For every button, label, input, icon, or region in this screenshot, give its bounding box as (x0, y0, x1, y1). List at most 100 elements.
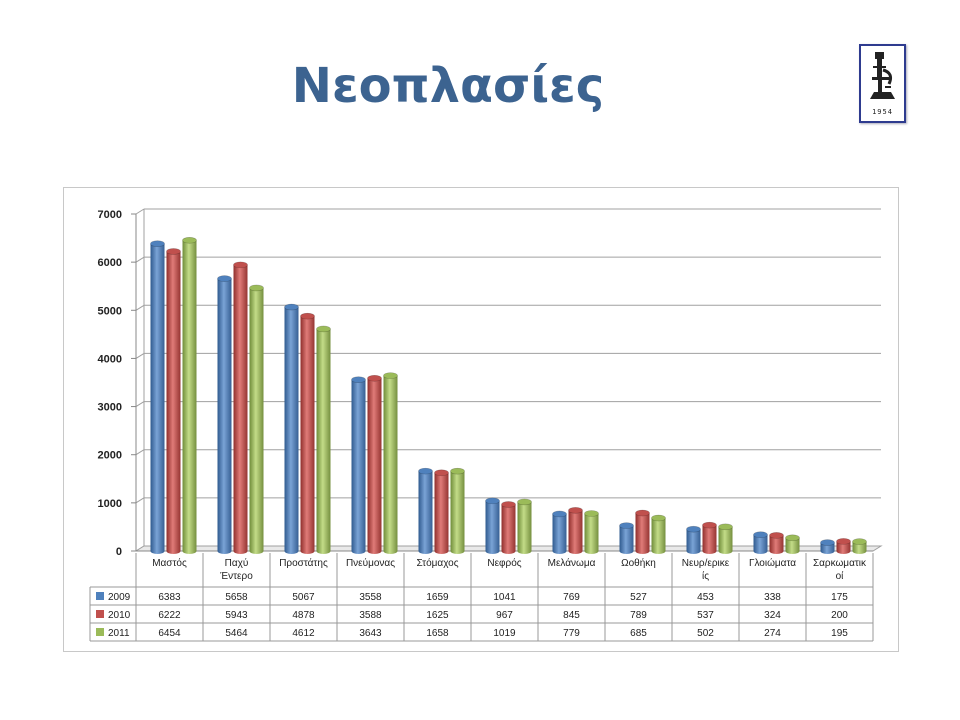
category-label: Μελάνωμα (548, 557, 596, 569)
bar-body (316, 328, 331, 551)
bar-body (552, 513, 567, 551)
bar-base (635, 548, 650, 554)
bar-base (233, 548, 248, 554)
bar-body (485, 500, 500, 551)
category-label: Γλοιώματα (749, 557, 796, 569)
bar (450, 467, 465, 554)
bar (300, 312, 315, 554)
bar-base (820, 548, 835, 554)
gridlines (134, 208, 883, 552)
y-tick-label: 5000 (98, 305, 122, 317)
bar-body (233, 264, 248, 551)
bar-chart: 0 1000 2000 3000 4000 5000 6000 7000 Μαστός Παχύ… (89, 208, 883, 642)
bar (418, 467, 433, 554)
bar-base (584, 548, 599, 554)
bar (367, 374, 382, 554)
bar (284, 303, 299, 554)
gridline-depth (135, 208, 145, 215)
y-tick-label: 6000 (98, 257, 122, 269)
bar-body (568, 510, 583, 551)
bar-base (485, 548, 500, 554)
bar-body (836, 541, 851, 551)
bar (552, 510, 567, 554)
gridline-depth (135, 304, 145, 311)
bar (584, 510, 599, 554)
legend-swatch (96, 628, 104, 636)
bar-body (450, 471, 465, 551)
bar (686, 525, 701, 554)
bar-body (217, 278, 232, 551)
data-value: 1659 (426, 592, 449, 603)
bar (753, 531, 768, 554)
bar-top (552, 510, 567, 518)
bar (383, 372, 398, 554)
data-value: 4612 (292, 628, 315, 639)
bar (517, 498, 532, 554)
category-label: Σαρκωματικ (813, 558, 867, 569)
bar-body (785, 537, 800, 551)
bar (249, 284, 264, 554)
bar-body (820, 542, 835, 551)
bar-top (836, 538, 851, 545)
y-tick-label: 3000 (98, 402, 122, 414)
data-value: 338 (764, 592, 781, 603)
data-value: 5943 (225, 610, 248, 621)
bar (651, 514, 666, 554)
bar-base (501, 548, 516, 554)
bar-top (852, 538, 867, 545)
bar-top (367, 374, 382, 382)
bar-top (485, 497, 500, 505)
data-value: 5464 (225, 628, 248, 639)
bar-base (517, 548, 532, 554)
data-value: 789 (630, 610, 647, 621)
bar-top (418, 467, 433, 475)
bar-top (568, 507, 583, 514)
bar (619, 522, 634, 554)
bar-top (316, 325, 331, 333)
bar-base (434, 548, 449, 554)
bar (316, 325, 331, 554)
y-tick-label: 1000 (98, 498, 122, 510)
logo-year: 1954 (872, 108, 893, 116)
bar (501, 501, 516, 554)
data-value: 195 (831, 628, 848, 639)
bar-body (702, 525, 717, 551)
data-value: 1019 (493, 628, 516, 639)
legend-swatch (96, 610, 104, 618)
legend-label: 2010 (108, 610, 131, 621)
bar-body (852, 541, 867, 551)
legend-label: 2011 (108, 628, 130, 639)
bar-base (450, 548, 465, 554)
gridline-depth (135, 353, 145, 359)
bar-body (769, 535, 784, 551)
bar-top (702, 521, 717, 529)
bar-top (651, 514, 666, 522)
bar-body (383, 375, 398, 551)
bar-base (785, 548, 800, 554)
bar (836, 538, 851, 554)
bar-base (753, 548, 768, 554)
bar (150, 240, 165, 554)
bar (233, 261, 248, 554)
y-tick-label: 7000 (98, 209, 122, 221)
bar-base (568, 548, 583, 554)
bar-body (753, 534, 768, 551)
bar-body (300, 316, 315, 551)
bar-top (249, 284, 264, 292)
bar-base (300, 548, 315, 554)
data-value: 537 (697, 610, 714, 621)
bar-top (383, 372, 398, 379)
bar-body (367, 378, 382, 551)
data-value: 1658 (426, 628, 449, 639)
bar-top (619, 522, 634, 529)
category-label: οί (836, 570, 845, 582)
bar (182, 236, 197, 554)
society-logo: 1954 (859, 44, 906, 123)
data-value: 3643 (359, 628, 382, 639)
bar-body (182, 240, 197, 551)
bar-top (150, 240, 165, 248)
bar (702, 521, 717, 554)
data-value: 6454 (158, 628, 181, 639)
data-value: 4878 (292, 610, 315, 621)
bar (820, 539, 835, 554)
